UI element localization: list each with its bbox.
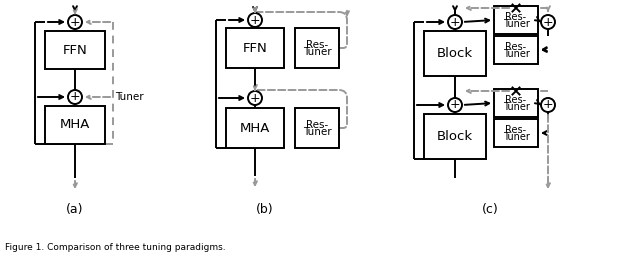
- Bar: [295, 108, 339, 148]
- Text: (a): (a): [67, 203, 84, 216]
- Bar: [45, 31, 105, 69]
- Text: +: +: [70, 90, 80, 103]
- Bar: [494, 89, 538, 117]
- Text: Res-: Res-: [506, 125, 527, 135]
- Bar: [494, 119, 538, 147]
- Text: Figure 1. Comparison of three tuning paradigms.: Figure 1. Comparison of three tuning par…: [5, 244, 226, 252]
- Text: MHA: MHA: [240, 121, 270, 135]
- Text: (b): (b): [256, 203, 274, 216]
- Circle shape: [68, 90, 82, 104]
- Text: +: +: [543, 15, 554, 28]
- Bar: [45, 106, 105, 144]
- Text: +: +: [70, 15, 80, 28]
- Bar: [424, 114, 486, 159]
- Bar: [494, 36, 538, 64]
- Bar: [295, 28, 339, 68]
- Text: +: +: [250, 13, 260, 26]
- Text: Res-: Res-: [506, 95, 527, 105]
- Text: Tuner: Tuner: [115, 92, 143, 102]
- Circle shape: [248, 13, 262, 27]
- Text: Res-: Res-: [306, 120, 328, 130]
- Text: Res-: Res-: [506, 12, 527, 22]
- Text: Tuner: Tuner: [502, 102, 529, 112]
- Circle shape: [541, 98, 555, 112]
- Text: Tuner: Tuner: [502, 132, 529, 142]
- Text: Block: Block: [437, 47, 473, 60]
- Text: Block: Block: [437, 130, 473, 143]
- Text: Tuner: Tuner: [502, 19, 529, 29]
- Circle shape: [248, 91, 262, 105]
- Text: +: +: [450, 15, 460, 28]
- Text: Res-: Res-: [306, 40, 328, 50]
- Text: Res-: Res-: [506, 42, 527, 52]
- Text: Tuner: Tuner: [303, 127, 332, 137]
- Bar: [226, 28, 284, 68]
- Circle shape: [448, 98, 462, 112]
- Text: Tuner: Tuner: [502, 49, 529, 59]
- Bar: [226, 108, 284, 148]
- Circle shape: [448, 15, 462, 29]
- Circle shape: [541, 15, 555, 29]
- Text: Tuner: Tuner: [303, 47, 332, 57]
- Text: (c): (c): [482, 203, 499, 216]
- Bar: [424, 31, 486, 76]
- Text: FFN: FFN: [243, 41, 268, 55]
- Text: +: +: [543, 99, 554, 112]
- Text: +: +: [250, 91, 260, 104]
- Text: FFN: FFN: [63, 43, 88, 56]
- Circle shape: [68, 15, 82, 29]
- Text: +: +: [450, 99, 460, 112]
- Bar: [494, 6, 538, 34]
- Text: MHA: MHA: [60, 119, 90, 132]
